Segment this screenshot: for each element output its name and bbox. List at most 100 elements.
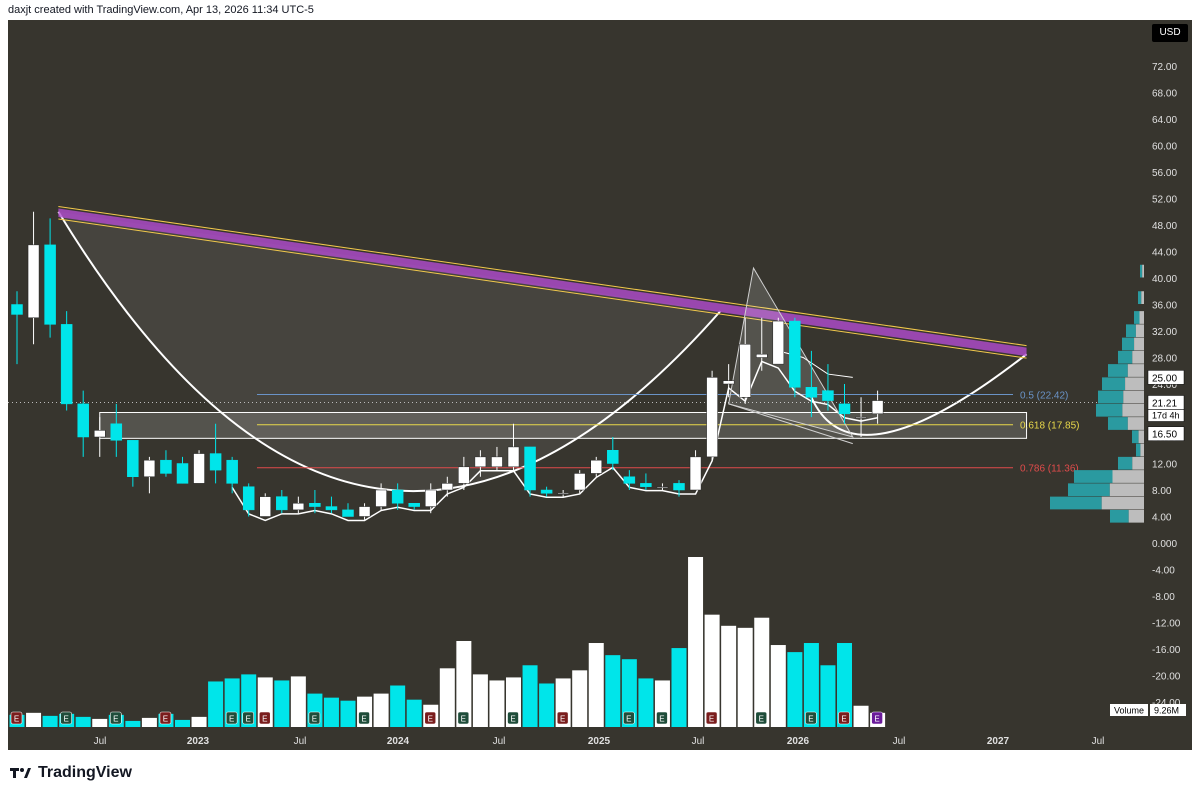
volume-bar [588,643,604,727]
candle-body [143,459,156,477]
candle-body [689,456,702,491]
earnings-marker-label: E [262,715,267,724]
volume-profile-bar [1132,456,1144,470]
y-axis-tick: 24.00 [1152,380,1177,391]
candle-body [838,403,851,415]
y-axis-tick: 40.00 [1152,274,1177,285]
volume-profile-bar [1136,443,1141,457]
earnings-marker-label: E [709,715,714,724]
candle-body [342,509,354,517]
candle-body [27,244,40,318]
candle-body [507,446,520,468]
volume-profile-bar [1050,496,1102,510]
volume-bar [820,665,836,727]
tradingview-icon [10,768,31,778]
candle-body [160,459,172,474]
candle-body [209,453,222,471]
volume-profile-bar [1127,417,1144,430]
candle-body [60,324,73,405]
volume-bar [489,680,505,727]
candle-body [607,450,619,464]
earnings-marker-label: E [510,715,515,724]
chart-credit: daxjt created with TradingView.com, Apr … [8,4,314,16]
candle-body [623,476,636,484]
volume-bar [787,652,803,727]
candle-body [110,423,123,441]
volume-profile-bar [1128,509,1144,523]
volume-bar [688,557,704,727]
fib-label-0: 0.5 (22.42) [1020,390,1068,401]
x-axis-tick: Jul [294,736,307,747]
volume-profile-bar [1141,291,1144,304]
volume-legend-value: 9.26M [1154,706,1179,716]
earnings-marker [705,711,718,725]
tradingview-logo[interactable]: TradingView [10,764,132,782]
earnings-marker-label: E [113,715,118,724]
earnings-marker-label: E [163,715,168,724]
earnings-marker [838,711,850,725]
y-axis-tick: 48.00 [1152,221,1177,232]
candle-body [176,463,189,484]
volume-profile-bar [1101,496,1144,510]
candle-body [722,380,735,385]
volume-bar [390,685,406,727]
volume-profile-bar [1139,311,1144,324]
volume-bar [539,683,555,727]
y-axis-tick: 56.00 [1152,168,1177,179]
fib-label-2: 0.786 (11.36) [1020,464,1079,475]
y-axis-tick: 12.00 [1152,460,1177,471]
candle-body [590,459,602,474]
volume-profile-bar [1108,417,1128,430]
volume-profile-bar [1074,470,1113,483]
earnings-marker-label: E [361,715,366,724]
volume-bar [704,614,720,727]
moving-average [231,360,878,522]
volume-profile-bar [1118,350,1133,364]
y-axis-tick: -24.00 [1152,698,1181,709]
x-axis-tick: Jul [893,736,906,747]
price-chart[interactable]: 0.5 (22.42) 0.618 (17.85) 0.786 (11.36) E E E… [8,20,1192,750]
last-price-label-sub: 17d 4h [1152,410,1180,420]
volume-bar [770,645,786,727]
last-price-label: 21.21 [1152,398,1177,409]
candle-body [789,320,801,388]
volume-profile-bar [1068,483,1110,497]
y-axis-tick: 44.00 [1152,248,1177,259]
candle-body [309,503,321,507]
volume-profile-bar [1138,430,1144,444]
y-axis-tick: -8.00 [1152,592,1175,603]
candle-body [193,453,205,484]
volume-profile-bar [1127,364,1144,377]
candle-body [391,489,404,504]
volume-bar [721,625,737,727]
volume-bar [803,643,819,727]
earnings-marker [805,711,817,725]
candle-body [540,489,553,494]
x-axis-tick: 2027 [987,736,1010,747]
volume-bar [208,681,224,727]
candle-body [441,483,454,491]
candle-body [640,483,652,487]
volume-profile-bar [1102,377,1126,391]
earnings-marker-label: E [759,715,764,724]
volume-bar [572,670,588,727]
volume-profile-bar [1118,456,1133,470]
volume-profile-bar [1134,311,1140,324]
volume-bar [406,699,422,727]
earnings-marker-label: E [461,715,466,724]
volume-bar [671,648,687,727]
earnings-marker [159,711,172,725]
candle-body [573,473,586,491]
x-axis-tick: Jul [1092,736,1105,747]
trendline-top [58,205,1027,347]
currency-badge[interactable]: USD [1152,24,1188,42]
volume-legend-name: Volume [1114,706,1144,716]
volume-profile-bar [1112,470,1144,483]
earnings-marker [755,711,768,725]
candle-body [855,416,867,419]
earnings-marker-label: E [808,715,813,724]
target-price-label-box [1147,370,1185,385]
earnings-marker [507,711,519,725]
volume-bar [754,617,770,727]
y-axis-tick: 32.00 [1152,327,1177,338]
